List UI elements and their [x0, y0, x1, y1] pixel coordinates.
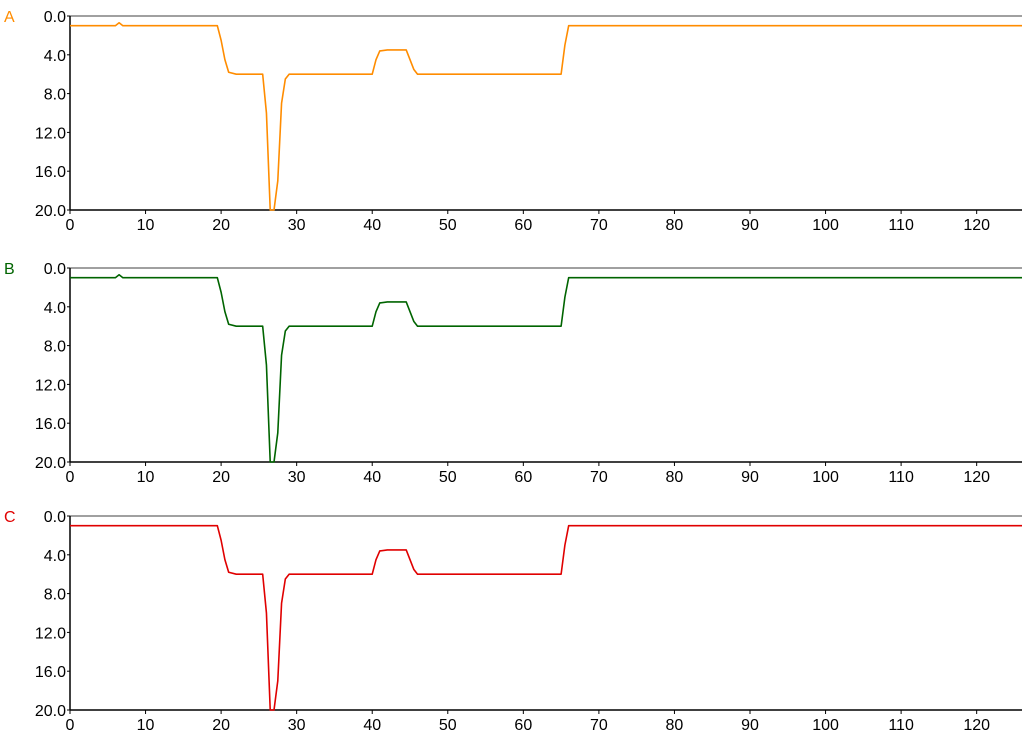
x-tick-label: 90	[741, 469, 759, 486]
x-tick-label: 80	[666, 217, 684, 234]
x-tick-label: 90	[741, 217, 759, 234]
x-tick-label: 120	[963, 469, 990, 486]
panel-c: C 0.0 4.0 8.0 12.0 16.0 20.00 10 20 30 40 50 60 70 80 9…	[4, 509, 1022, 734]
y-tick-label: 4.0	[44, 48, 66, 65]
y-tick-label: 12.0	[35, 625, 66, 642]
x-tick-label: 80	[666, 717, 684, 734]
x-tick-label: 50	[439, 469, 457, 486]
x-tick-label: 20	[212, 469, 230, 486]
x-tick-label: 40	[363, 217, 381, 234]
x-tick-label: 0	[66, 217, 75, 234]
y-tick-label: 20.0	[35, 455, 66, 472]
panel-label: B	[4, 261, 15, 278]
x-tick-label: 70	[590, 217, 608, 234]
x-tick-label: 120	[963, 217, 990, 234]
x-tick-label: 30	[288, 217, 306, 234]
x-tick-label: 110	[888, 717, 914, 734]
x-tick-label: 70	[590, 469, 608, 486]
x-tick-label: 0	[66, 469, 75, 486]
series-line	[70, 524, 1022, 711]
panel-label: C	[4, 509, 16, 526]
x-tick-label: 10	[137, 469, 155, 486]
x-tick-label: 100	[812, 469, 839, 486]
y-tick-label: 4.0	[44, 548, 66, 565]
y-tick-label: 16.0	[35, 164, 66, 181]
x-tick-label: 100	[812, 717, 839, 734]
x-tick-label: 20	[212, 217, 230, 234]
x-tick-label: 30	[288, 469, 306, 486]
panel-b: B 0.0 4.0 8.0 12.0 16.0 20.00 10 20 30 40 50 60 70 80 9…	[4, 261, 1022, 486]
y-tick-label: 0.0	[44, 509, 66, 526]
x-tick-label: 80	[666, 469, 684, 486]
x-tick-label: 110	[888, 469, 914, 486]
x-tick-label: 30	[288, 717, 306, 734]
y-tick-label: 0.0	[44, 261, 66, 278]
panel-label: A	[4, 9, 15, 26]
x-tick-label: 60	[514, 217, 532, 234]
x-tick-label: 120	[963, 717, 990, 734]
y-tick-label: 4.0	[44, 300, 66, 317]
x-tick-label: 110	[888, 217, 914, 234]
y-tick-label: 16.0	[35, 416, 66, 433]
x-tick-label: 10	[137, 217, 155, 234]
y-tick-label: 12.0	[35, 377, 66, 394]
x-tick-label: 10	[137, 717, 155, 734]
x-tick-label: 40	[363, 469, 381, 486]
x-tick-label: 50	[439, 717, 457, 734]
series-line	[70, 21, 1022, 211]
y-tick-label: 12.0	[35, 125, 66, 142]
x-tick-label: 70	[590, 717, 608, 734]
y-tick-label: 16.0	[35, 664, 66, 681]
y-tick-label: 8.0	[44, 87, 66, 104]
panel-a: A 0.0 4.0 8.0 12.0 16.0 20.00 10 20 30 40 50 60 70 80 9…	[4, 9, 1022, 234]
x-tick-label: 90	[741, 717, 759, 734]
x-tick-label: 40	[363, 717, 381, 734]
y-tick-label: 0.0	[44, 9, 66, 26]
series-line	[70, 273, 1022, 463]
x-tick-label: 100	[812, 217, 839, 234]
x-tick-label: 60	[514, 717, 532, 734]
y-tick-label: 20.0	[35, 703, 66, 720]
x-tick-label: 0	[66, 717, 75, 734]
y-tick-label: 8.0	[44, 587, 66, 604]
x-tick-label: 50	[439, 217, 457, 234]
x-tick-label: 60	[514, 469, 532, 486]
x-tick-label: 20	[212, 717, 230, 734]
y-tick-label: 20.0	[35, 203, 66, 220]
y-tick-label: 8.0	[44, 339, 66, 356]
